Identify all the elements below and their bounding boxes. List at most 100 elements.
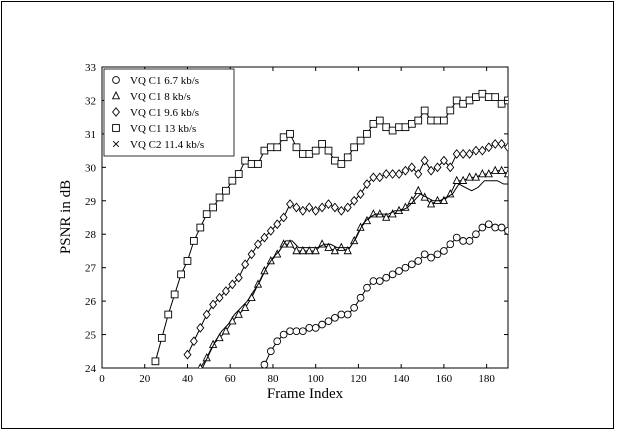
legend-label: VQ C1 6.7 kb/s	[130, 75, 199, 87]
data-point-triangle	[285, 239, 295, 248]
data-point-triangle	[401, 202, 410, 211]
data-point-square	[414, 116, 423, 125]
data-point-diamond	[241, 259, 250, 270]
data-point-diamond	[286, 199, 295, 210]
data-point-square	[356, 136, 365, 145]
data-point-square	[234, 170, 243, 178]
data-point-square	[260, 146, 269, 155]
data-point-diamond	[465, 149, 474, 159]
data-point-square	[427, 116, 435, 125]
data-point-diamond	[446, 162, 455, 173]
legend-label: VQ C1 9.6 kb/s	[130, 107, 199, 119]
data-point-square	[337, 160, 346, 168]
data-point-diamond	[330, 202, 339, 213]
data-point-diamond	[420, 155, 429, 166]
y-tick-label: 31	[85, 129, 96, 141]
data-point-square	[484, 93, 493, 101]
data-point-diamond	[362, 179, 371, 189]
data-point-triangle	[260, 266, 269, 275]
data-point-diamond	[196, 322, 205, 333]
data-point-square	[401, 123, 410, 132]
data-point-diamond	[202, 309, 211, 320]
data-point-triangle	[292, 245, 301, 255]
data-point-triangle	[337, 242, 346, 251]
x-tick-label: 120	[350, 373, 367, 385]
data-point-square	[292, 143, 301, 152]
data-point-square	[452, 96, 461, 105]
x-tick-label: 40	[182, 373, 194, 385]
data-point-triangle	[369, 209, 378, 218]
series-layer	[151, 89, 508, 368]
data-point-square	[286, 130, 294, 138]
data-point-diamond	[504, 142, 508, 153]
data-point-diamond	[407, 162, 416, 173]
data-point-diamond	[388, 169, 397, 179]
data-point-circle	[395, 267, 403, 275]
data-point-circle	[497, 223, 506, 232]
data-point-circle	[292, 327, 301, 336]
data-point-circle	[446, 240, 455, 249]
data-point-square	[209, 203, 217, 212]
data-point-square	[350, 143, 358, 152]
data-point-circle	[382, 273, 391, 282]
data-point-diamond	[215, 292, 224, 303]
data-point-triangle	[388, 209, 397, 218]
data-point-circle	[478, 223, 487, 232]
data-point-square	[279, 133, 288, 142]
data-point-diamond	[395, 169, 404, 179]
data-point-square	[433, 116, 442, 125]
data-point-diamond	[478, 145, 487, 156]
data-point-triangle	[491, 165, 500, 174]
data-point-diamond	[234, 272, 243, 283]
data-point-square	[151, 357, 160, 366]
y-tick-label: 33	[85, 62, 97, 74]
data-point-diamond	[292, 202, 301, 213]
x-tick-label: 180	[478, 373, 495, 385]
series-triangle	[197, 165, 508, 368]
data-point-triangle	[356, 222, 365, 231]
data-point-triangle	[234, 309, 243, 318]
data-point-triangle	[382, 212, 391, 221]
data-point-diamond	[375, 172, 384, 183]
data-point-circle	[266, 347, 275, 356]
data-point-diamond	[305, 202, 314, 213]
tick-layer: 0 20 40 60 80 100 120 140 160 180 24 25 26 27 28 29 30 31…	[85, 62, 508, 385]
data-point-square	[407, 120, 416, 128]
data-point-diamond	[311, 205, 320, 216]
data-point-diamond	[471, 145, 480, 156]
data-point-diamond	[427, 165, 436, 176]
data-point-square	[369, 120, 378, 128]
data-point-circle	[420, 250, 429, 259]
data-point-triangle	[484, 169, 493, 178]
data-point-circle	[273, 337, 282, 346]
data-point-diamond	[183, 349, 192, 360]
data-point-diamond	[209, 299, 218, 310]
data-point-triangle	[343, 245, 352, 255]
data-point-square	[446, 106, 455, 115]
data-point-diamond	[356, 189, 365, 200]
data-point-triangle	[330, 245, 340, 255]
x-tick-label: 160	[436, 373, 453, 385]
data-point-circle	[491, 223, 500, 232]
data-point-square	[254, 160, 262, 168]
data-point-diamond	[484, 142, 493, 153]
series-diamond	[183, 139, 508, 360]
data-point-diamond	[266, 225, 275, 236]
data-point-square	[311, 146, 320, 155]
data-point-circle	[484, 220, 493, 229]
data-point-diamond	[350, 195, 359, 206]
data-point-triangle	[202, 352, 211, 362]
data-point-triangle	[375, 209, 384, 218]
plot-area	[101, 66, 509, 369]
data-point-diamond	[337, 205, 346, 216]
y-tick-label: 24	[85, 363, 97, 375]
data-point-diamond	[324, 199, 333, 210]
data-point-triangle	[197, 362, 203, 368]
data-point-triangle	[298, 245, 307, 255]
data-point-square	[299, 150, 307, 158]
y-tick-label: 28	[85, 229, 97, 241]
data-point-square	[459, 99, 467, 108]
data-point-triangle	[208, 339, 218, 348]
data-point-diamond	[279, 212, 288, 223]
